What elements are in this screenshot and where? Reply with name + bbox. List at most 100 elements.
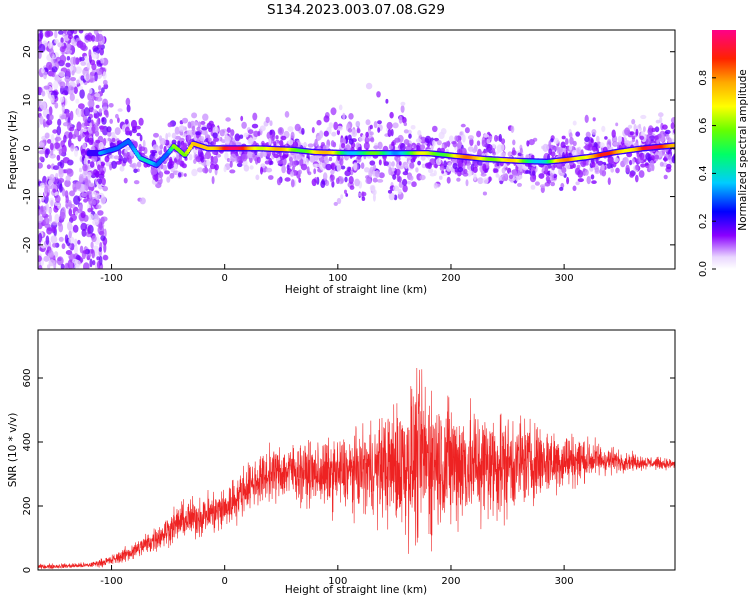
spectrogram-blob: [584, 169, 589, 176]
spectrogram-blob: [201, 126, 208, 131]
spectrogram-blob: [209, 163, 216, 170]
spectrogram-blob: [66, 30, 74, 36]
spectrogram-blob: [66, 49, 73, 55]
spectrogram-blob: [314, 163, 321, 168]
spectrogram-blob: [59, 54, 67, 64]
spectrogram-blob: [339, 158, 344, 166]
spectrogram-blob: [138, 117, 144, 126]
spectrogram-blob: [123, 177, 128, 184]
spectrogram-blob: [320, 180, 326, 188]
spectrogram-blob: [58, 236, 64, 242]
spectrogram-blob: [659, 161, 664, 167]
spectrogram-blob: [323, 115, 330, 123]
spectrogram-blob: [501, 167, 506, 174]
spectrogram-blob: [50, 235, 58, 244]
spectrogram-blob: [419, 144, 426, 151]
spectrogram-blob: [90, 241, 94, 249]
spectrogram-blob: [369, 124, 373, 130]
spectrogram-blob: [89, 161, 95, 168]
spectrogram-blob: [397, 188, 402, 195]
spectrogram-blob: [45, 148, 51, 155]
spectrogram-blob: [171, 139, 177, 145]
spectrogram-blob: [96, 204, 102, 209]
spectrogram-blob: [166, 176, 171, 183]
spectrogram-blob: [559, 172, 565, 177]
spectrogram-blob: [70, 145, 75, 150]
spectrogram-x-tick-label: 100: [328, 273, 347, 284]
spectrogram-blob: [287, 126, 294, 132]
spectrogram-blob: [91, 92, 95, 102]
spectrogram-blob: [467, 135, 474, 140]
spectrogram-blob: [408, 133, 412, 139]
spectrogram-blob: [39, 182, 45, 188]
spectrogram-blob: [394, 137, 401, 143]
spectrogram-blob: [87, 99, 95, 108]
spectrogram-blob: [482, 177, 489, 185]
spectrogram-blob: [340, 137, 347, 146]
spectrogram-blob: [298, 177, 302, 183]
spectrogram-blob: [46, 164, 52, 170]
spectrogram-blob: [83, 198, 88, 203]
spectrogram-blob: [173, 158, 178, 163]
spectrogram-blob: [39, 101, 47, 110]
spectrogram-blob: [623, 156, 629, 165]
spectrogram-blob: [54, 39, 59, 44]
spectrogram-blob: [174, 126, 180, 135]
spectrogram-blob: [159, 144, 164, 150]
spectrogram-blob: [88, 137, 94, 146]
spectrogram-blob: [53, 205, 59, 213]
spectrogram-blob: [51, 226, 56, 233]
spectrogram-blob: [460, 123, 466, 128]
spectrogram-blob: [167, 132, 171, 138]
spectrogram-blob: [78, 30, 84, 34]
spectrogram-blob: [631, 135, 636, 140]
spectrogram-blob: [67, 221, 73, 231]
spectrogram-blob: [159, 138, 166, 146]
spectrogram-blob: [75, 181, 81, 190]
spectrogram-blob: [214, 164, 219, 171]
spectrogram-blob: [481, 139, 487, 147]
spectrogram-blob: [224, 131, 228, 138]
spectrogram-blob: [363, 142, 370, 150]
spectrogram-blob: [65, 250, 73, 255]
spectrogram-blob: [108, 154, 115, 159]
spectrogram-blob: [65, 62, 71, 68]
spectrogram-blob: [64, 179, 71, 188]
spectrogram-blob: [376, 179, 384, 183]
spectrogram-blob: [592, 117, 596, 122]
spectrogram-blob: [342, 112, 346, 120]
spectrogram-blob: [269, 120, 273, 127]
spectrogram-blob: [376, 91, 381, 98]
spectrogram-blob: [102, 186, 108, 192]
spectrogram-blob: [60, 37, 64, 44]
spectrogram-blob: [650, 155, 655, 161]
spectrogram-blob: [83, 107, 91, 117]
spectrogram-blob: [260, 166, 263, 175]
spectrogram-blob: [457, 140, 462, 149]
spectrogram-blob: [512, 139, 516, 146]
spectrogram-blob: [208, 120, 214, 127]
spectrogram-blob: [596, 135, 600, 143]
spectrogram-blob: [96, 256, 101, 261]
spectrogram-blob: [95, 96, 103, 102]
spectrogram-blob: [604, 136, 608, 140]
spectrogram-blob: [666, 163, 672, 170]
spectrogram-blob: [98, 108, 103, 114]
spectrogram-blob: [323, 172, 328, 181]
spectrogram-blob: [46, 30, 54, 37]
spectrogram-blob: [169, 158, 173, 165]
spectrogram-blob: [230, 153, 237, 162]
spectrogram-blob: [277, 160, 283, 165]
spectrogram-blob: [476, 130, 482, 138]
spectrogram-blob: [163, 145, 167, 154]
spectrogram-blob: [441, 170, 445, 174]
spectrogram-blob: [91, 154, 98, 162]
spectrogram-blob: [48, 114, 54, 121]
spectrogram-blob: [42, 206, 47, 211]
snr-x-tick-label: -100: [100, 576, 123, 587]
spectrogram-blob: [330, 174, 335, 182]
spectrogram-blob: [212, 132, 218, 139]
spectrogram-blob: [465, 179, 469, 187]
spectrogram-blob: [80, 61, 86, 66]
spectrogram-blob: [80, 211, 86, 219]
